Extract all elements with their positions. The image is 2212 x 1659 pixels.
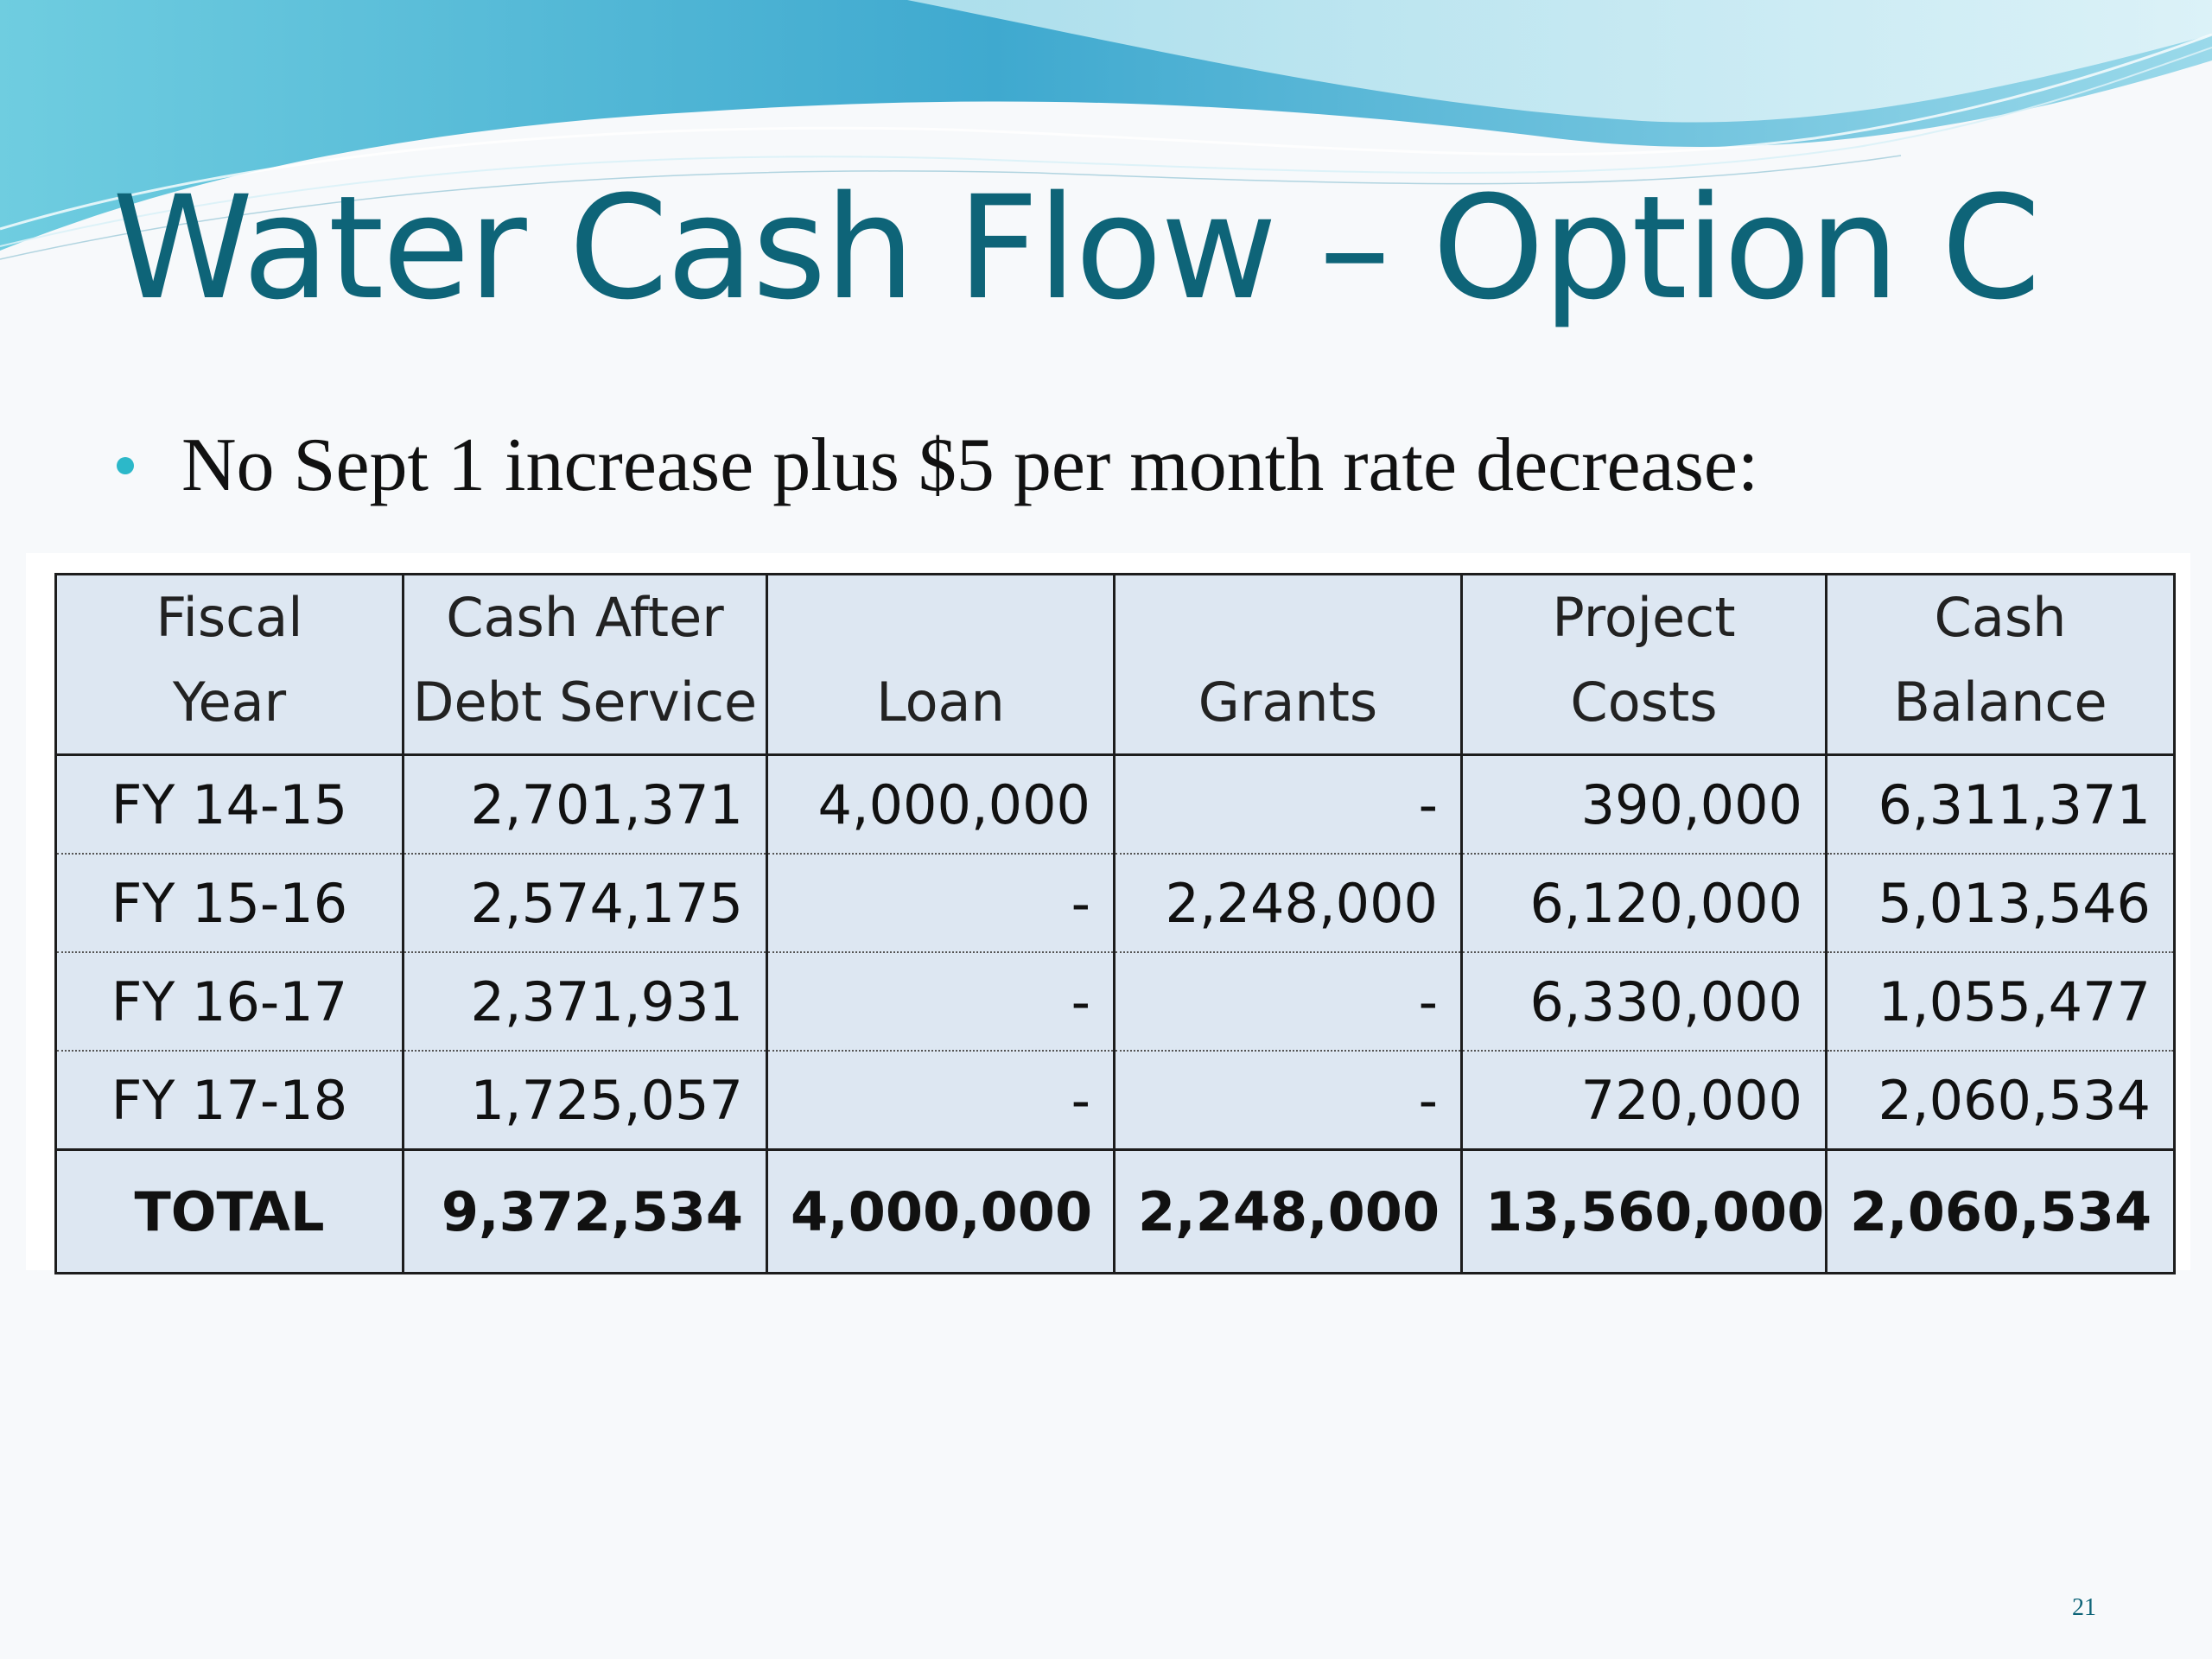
table-row: FY 14-15 2,701,371 4,000,000 - 390,000 6… (54, 754, 2176, 854)
grants-cell: - (1113, 951, 1463, 1051)
column-header-loan: Loan (766, 573, 1116, 756)
cash-after-debt-service-cell: 1,725,057 (402, 1050, 768, 1150)
table-row: FY 16-17 2,371,931 - - 6,330,000 1,055,4… (54, 951, 2176, 1051)
project-costs-cell: 6,120,000 (1460, 853, 1827, 952)
column-header-fiscal-year: Fiscal Year (54, 573, 404, 756)
total-project-costs-cell: 13,560,000 (1460, 1148, 1827, 1274)
bullet-dot-icon (117, 456, 134, 474)
fiscal-year-cell: FY 15-16 (54, 853, 404, 952)
cash-after-debt-service-cell: 2,574,175 (402, 853, 768, 952)
cash-balance-cell: 1,055,477 (1825, 951, 2176, 1051)
loan-cell: - (766, 853, 1116, 952)
column-header-line2: Grants (1198, 671, 1378, 734)
column-header-line2: Costs (1570, 671, 1718, 734)
project-costs-cell: 390,000 (1460, 754, 1827, 854)
grants-cell: 2,248,000 (1113, 853, 1463, 952)
column-header-cash-balance: Cash Balance (1825, 573, 2176, 756)
cash-balance-cell: 6,311,371 (1825, 754, 2176, 854)
fiscal-year-cell: FY 16-17 (54, 951, 404, 1051)
column-header-line1: Cash After (446, 586, 724, 649)
cash-flow-table: Fiscal Year Cash After Debt Service Loan… (54, 573, 2176, 1274)
cash-balance-cell: 5,013,546 (1825, 853, 2176, 952)
table-header-row: Fiscal Year Cash After Debt Service Loan… (54, 573, 2176, 756)
column-header-line1: Cash (1934, 586, 2067, 649)
column-header-line1: Project (1552, 586, 1736, 649)
table-row: FY 17-18 1,725,057 - - 720,000 2,060,534 (54, 1050, 2176, 1150)
project-costs-cell: 6,330,000 (1460, 951, 1827, 1051)
page-number: 21 (2072, 1594, 2096, 1621)
cash-balance-cell: 2,060,534 (1825, 1050, 2176, 1150)
total-cash-after-debt-service-cell: 9,372,534 (402, 1148, 768, 1274)
grants-cell: - (1113, 1050, 1463, 1150)
grants-cell: - (1113, 754, 1463, 854)
header-wave-decoration (0, 0, 2212, 260)
total-cash-balance-cell: 2,060,534 (1825, 1148, 2176, 1274)
total-label-cell: TOTAL (54, 1148, 404, 1274)
loan-cell: 4,000,000 (766, 754, 1116, 854)
column-header-line2: Balance (1893, 671, 2107, 734)
column-header-project-costs: Project Costs (1460, 573, 1827, 756)
cash-after-debt-service-cell: 2,701,371 (402, 754, 768, 854)
column-header-line2: Year (172, 671, 287, 734)
total-row: TOTAL 9,372,534 4,000,000 2,248,000 13,5… (54, 1148, 2176, 1274)
column-header-line2: Loan (876, 671, 1005, 734)
bullet-point: No Sept 1 increase plus $5 per month rat… (117, 422, 1758, 509)
column-header-cash-after-debt-service: Cash After Debt Service (402, 573, 768, 756)
column-header-line1: Fiscal (156, 586, 303, 649)
fiscal-year-cell: FY 14-15 (54, 754, 404, 854)
total-grants-cell: 2,248,000 (1113, 1148, 1463, 1274)
fiscal-year-cell: FY 17-18 (54, 1050, 404, 1150)
project-costs-cell: 720,000 (1460, 1050, 1827, 1150)
column-header-grants: Grants (1113, 573, 1463, 756)
loan-cell: - (766, 951, 1116, 1051)
bullet-text: No Sept 1 increase plus $5 per month rat… (181, 423, 1759, 507)
slide-title: Water Cash Flow – Option C (112, 165, 2041, 331)
cash-after-debt-service-cell: 2,371,931 (402, 951, 768, 1051)
column-header-line2: Debt Service (412, 671, 758, 734)
table-row: FY 15-16 2,574,175 - 2,248,000 6,120,000… (54, 853, 2176, 952)
loan-cell: - (766, 1050, 1116, 1150)
total-loan-cell: 4,000,000 (766, 1148, 1116, 1274)
